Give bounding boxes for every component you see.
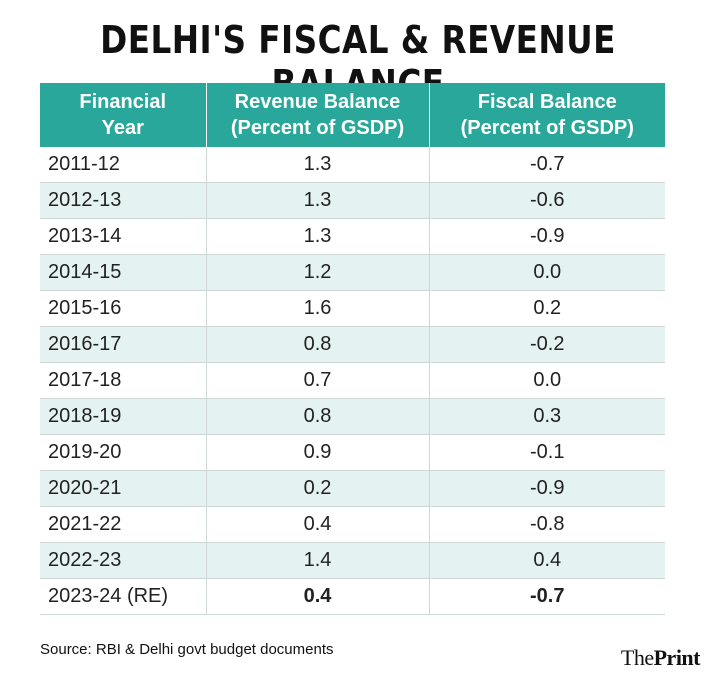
cell-year: 2019-20	[40, 434, 207, 471]
cell-year: 2015-16	[40, 290, 207, 327]
cell-fiscal-balance: 0.2	[429, 290, 665, 327]
table-row: 2016-17 0.8 -0.2	[40, 326, 665, 363]
logo-the: The	[620, 645, 654, 670]
table-row: 2022-23 1.4 0.4	[40, 542, 665, 579]
theprint-logo: ThePrint	[620, 645, 701, 671]
table-row: 2015-16 1.6 0.2	[40, 290, 665, 327]
cell-revenue-balance: 1.3	[206, 182, 430, 219]
cell-revenue-balance: 0.4	[206, 578, 430, 615]
table-row: 2019-20 0.9 -0.1	[40, 434, 665, 471]
source-note: Source: RBI & Delhi govt budget document…	[40, 641, 334, 658]
cell-fiscal-balance: 0.4	[429, 542, 665, 579]
cell-revenue-balance: 0.2	[206, 470, 430, 507]
header-line: Financial	[79, 91, 167, 113]
cell-revenue-balance: 1.2	[206, 254, 430, 291]
table-row: 2020-21 0.2 -0.9	[40, 470, 665, 507]
table-row: 2017-18 0.7 0.0	[40, 362, 665, 399]
cell-year: 2018-19	[40, 398, 207, 435]
table-row: 2018-19 0.8 0.3	[40, 398, 665, 435]
cell-fiscal-balance: -0.7	[429, 578, 665, 615]
cell-fiscal-balance: 0.0	[429, 362, 665, 399]
cell-fiscal-balance: -0.1	[429, 434, 665, 471]
header-line: Year	[101, 117, 144, 139]
cell-year: 2023-24 (RE)	[40, 578, 207, 615]
header-fiscal-balance: Fiscal Balance (Percent of GSDP)	[429, 83, 665, 147]
cell-revenue-balance: 1.3	[206, 147, 430, 183]
header-financial-year: Financial Year	[40, 83, 207, 147]
table-body: 2011-12 1.3 -0.7 2012-13 1.3 -0.6 2013-14 1.3 -0…	[40, 147, 665, 615]
cell-fiscal-balance: -0.9	[429, 470, 665, 507]
cell-revenue-balance: 1.4	[206, 542, 430, 579]
cell-year: 2022-23	[40, 542, 207, 579]
cell-year: 2021-22	[40, 506, 207, 543]
table-row: 2021-22 0.4 -0.8	[40, 506, 665, 543]
header-line: (Percent of GSDP)	[230, 117, 405, 139]
cell-revenue-balance: 0.9	[206, 434, 430, 471]
table-row: 2011-12 1.3 -0.7	[40, 147, 665, 183]
cell-fiscal-balance: -0.8	[429, 506, 665, 543]
table-row: 2012-13 1.3 -0.6	[40, 182, 665, 219]
cell-fiscal-balance: -0.2	[429, 326, 665, 363]
cell-revenue-balance: 0.7	[206, 362, 430, 399]
header-line: Fiscal Balance	[477, 91, 617, 113]
header-row: Financial Year Revenue Balance (Percent of …	[40, 83, 665, 147]
cell-fiscal-balance: 0.0	[429, 254, 665, 291]
cell-revenue-balance: 1.3	[206, 218, 430, 255]
table-header: Financial Year Revenue Balance (Percent of …	[40, 83, 665, 147]
logo-print: Print	[653, 645, 701, 670]
header-revenue-balance: Revenue Balance (Percent of GSDP)	[206, 83, 430, 147]
cell-revenue-balance: 0.8	[206, 326, 430, 363]
cell-revenue-balance: 0.4	[206, 506, 430, 543]
cell-year: 2013-14	[40, 218, 207, 255]
cell-revenue-balance: 1.6	[206, 290, 430, 327]
cell-year: 2020-21	[40, 470, 207, 507]
cell-fiscal-balance: 0.3	[429, 398, 665, 435]
header-line: (Percent of GSDP)	[460, 117, 634, 139]
cell-year: 2011-12	[40, 147, 207, 183]
cell-year: 2014-15	[40, 254, 207, 291]
cell-year: 2012-13	[40, 182, 207, 219]
cell-year: 2017-18	[40, 362, 207, 399]
table-row: 2023-24 (RE) 0.4 -0.7	[40, 578, 665, 615]
cell-year: 2016-17	[40, 326, 207, 363]
table-row: 2014-15 1.2 0.0	[40, 254, 665, 291]
cell-revenue-balance: 0.8	[206, 398, 430, 435]
cell-fiscal-balance: -0.6	[429, 182, 665, 219]
fiscal-balance-table: Financial Year Revenue Balance (Percent of …	[40, 83, 665, 615]
cell-fiscal-balance: -0.7	[429, 147, 665, 183]
header-line: Revenue Balance	[234, 91, 401, 113]
table-row: 2013-14 1.3 -0.9	[40, 218, 665, 255]
cell-fiscal-balance: -0.9	[429, 218, 665, 255]
